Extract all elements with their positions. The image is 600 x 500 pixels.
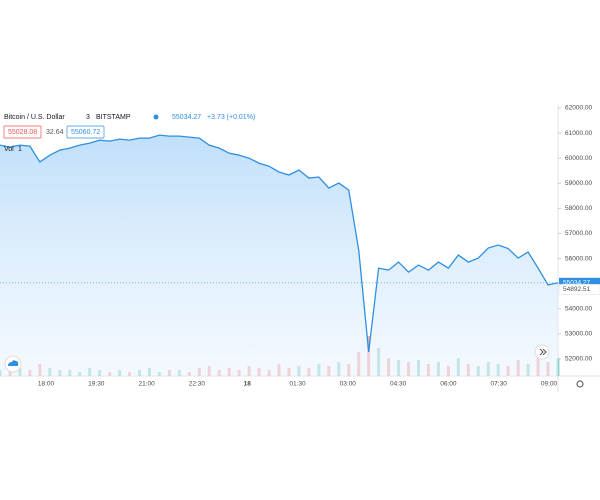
y-tick-label: 56000.00 bbox=[565, 255, 592, 262]
bid[interactable]: 55028.08 bbox=[8, 129, 37, 136]
x-tick-label: 18 bbox=[244, 381, 252, 388]
y-tick-label: 57000.00 bbox=[565, 230, 592, 237]
ask-box[interactable] bbox=[66, 125, 105, 139]
x-tick-label: 22:30 bbox=[189, 381, 206, 388]
x-tick-label: 07:30 bbox=[491, 381, 508, 388]
exchange: BITSTAMP bbox=[96, 114, 131, 121]
price-line bbox=[0, 134, 559, 352]
last-price-tag bbox=[559, 277, 600, 288]
y-tick-label: 62000.00 bbox=[565, 105, 592, 112]
last-price-label: 55034.27 bbox=[563, 280, 590, 287]
area bbox=[0, 135, 558, 376]
vol-value: 1 bbox=[18, 146, 22, 153]
scroll-icon bbox=[539, 348, 547, 356]
y-tick-label: 60000.00 bbox=[565, 155, 592, 162]
x-tick-label: 03:00 bbox=[340, 381, 357, 388]
y-tick-label: 54000.00 bbox=[565, 305, 592, 312]
x-tick-label: 21:00 bbox=[138, 381, 155, 388]
ask[interactable]: 55060.72 bbox=[71, 129, 100, 136]
y-tick-label: 53000.00 bbox=[565, 331, 592, 338]
last-price: 55034.27 bbox=[172, 114, 201, 121]
price-tag bbox=[558, 284, 600, 295]
x-tick-label: 04:30 bbox=[390, 381, 407, 388]
y-tick-label: 58000.00 bbox=[565, 205, 592, 212]
x-tick-label: 19:30 bbox=[88, 381, 105, 388]
spread: 32.64 bbox=[46, 129, 64, 136]
scroll-button[interactable] bbox=[534, 344, 550, 360]
y-tick-label: 61000.00 bbox=[565, 130, 592, 137]
x-tick-label: 01:30 bbox=[289, 381, 306, 388]
bid-box[interactable] bbox=[3, 125, 42, 139]
x-tick-label: 18:00 bbox=[38, 381, 55, 388]
settings-button[interactable] bbox=[576, 380, 584, 388]
y-tick-label: 59000.00 bbox=[565, 180, 592, 187]
symbol: Bitcoin / U.S. Dollar bbox=[4, 114, 65, 121]
interval: 3 bbox=[86, 114, 90, 121]
status-dot bbox=[153, 114, 159, 120]
price-tag-label: 54892.51 bbox=[563, 286, 590, 293]
logo-icon bbox=[8, 360, 19, 366]
y-tick-label: 52000.00 bbox=[565, 356, 592, 363]
x-tick-label: 09:00 bbox=[541, 381, 558, 388]
x-tick-label: 06:00 bbox=[440, 381, 457, 388]
change: +3.73 (+0.01%) bbox=[207, 114, 255, 121]
vol-label: Vol bbox=[4, 146, 14, 153]
